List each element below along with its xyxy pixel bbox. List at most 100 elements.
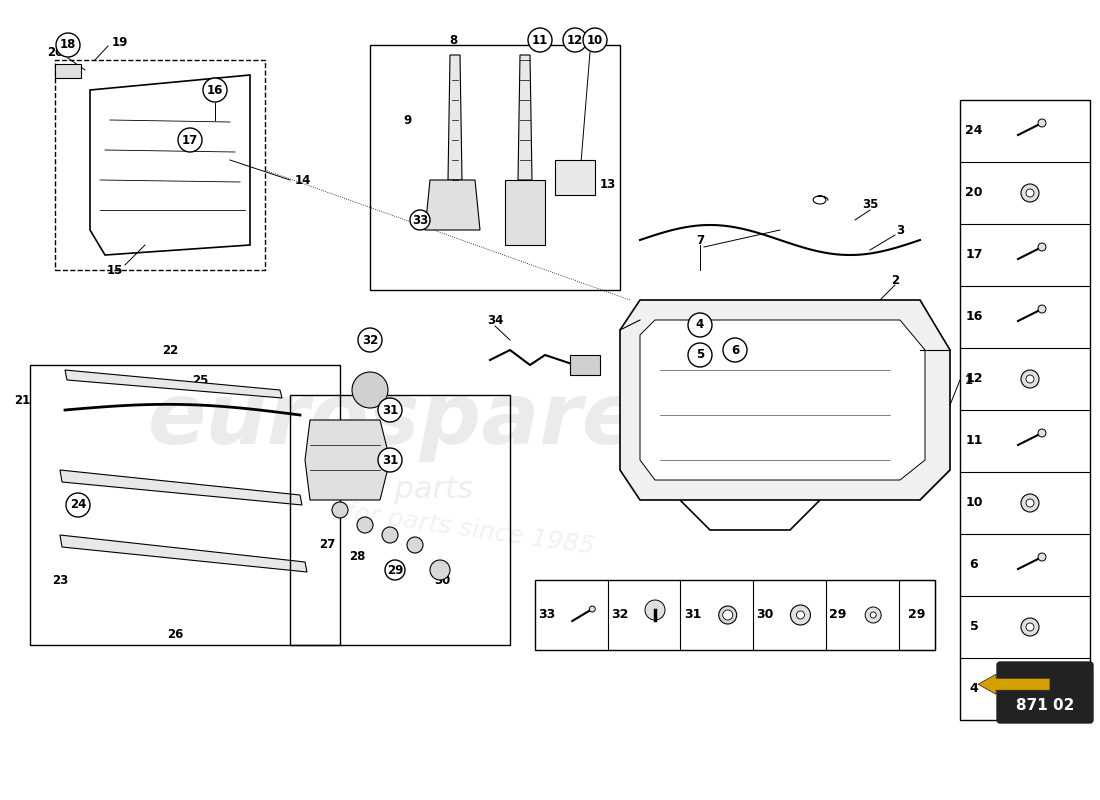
Circle shape	[1038, 429, 1046, 437]
Text: 11: 11	[966, 434, 982, 447]
Circle shape	[866, 607, 881, 623]
Text: 12: 12	[966, 373, 982, 386]
Text: 19: 19	[112, 35, 129, 49]
Text: 29: 29	[829, 609, 847, 622]
Circle shape	[382, 527, 398, 543]
Circle shape	[378, 448, 402, 472]
Text: 18: 18	[59, 38, 76, 51]
Circle shape	[66, 493, 90, 517]
Circle shape	[688, 343, 712, 367]
Text: 22: 22	[162, 343, 178, 357]
FancyArrow shape	[978, 674, 1050, 694]
Circle shape	[1021, 618, 1040, 636]
Text: 30: 30	[757, 609, 774, 622]
Bar	[30, 365, 340, 645]
Text: 9: 9	[404, 114, 412, 126]
Circle shape	[1026, 499, 1034, 507]
Text: 35: 35	[861, 198, 878, 211]
Text: 21: 21	[14, 394, 30, 406]
Text: 26: 26	[167, 629, 184, 642]
Circle shape	[385, 560, 405, 580]
Circle shape	[1038, 677, 1046, 685]
Circle shape	[590, 606, 595, 612]
Text: 24: 24	[966, 125, 982, 138]
Text: 20: 20	[966, 186, 982, 199]
Bar	[899, 580, 935, 650]
Text: 6: 6	[970, 558, 978, 571]
Circle shape	[723, 338, 747, 362]
Text: 10: 10	[587, 34, 603, 46]
Polygon shape	[65, 370, 282, 398]
Circle shape	[645, 600, 665, 620]
Circle shape	[1021, 494, 1040, 512]
Circle shape	[1026, 189, 1034, 197]
Circle shape	[178, 128, 202, 152]
Polygon shape	[305, 420, 390, 500]
Text: 17: 17	[182, 134, 198, 146]
Bar	[960, 100, 1090, 720]
Text: 29: 29	[387, 563, 404, 577]
Text: 33: 33	[538, 609, 556, 622]
Circle shape	[56, 33, 80, 57]
Polygon shape	[60, 535, 307, 572]
Polygon shape	[620, 300, 950, 500]
Text: 29: 29	[909, 609, 925, 622]
Text: 4: 4	[969, 682, 978, 695]
Circle shape	[1026, 375, 1034, 383]
Polygon shape	[448, 55, 462, 180]
Text: 3: 3	[895, 223, 904, 237]
Circle shape	[1038, 305, 1046, 313]
Text: 28: 28	[349, 550, 365, 563]
Bar	[570, 355, 600, 375]
Text: 34: 34	[487, 314, 503, 326]
Text: 7: 7	[696, 234, 704, 246]
Text: 1: 1	[965, 374, 974, 386]
Text: 871 02: 871 02	[1015, 698, 1075, 714]
Text: 8: 8	[449, 34, 458, 46]
Text: 20: 20	[47, 46, 63, 58]
Text: 31: 31	[684, 609, 701, 622]
Text: 5: 5	[696, 349, 704, 362]
Text: 32: 32	[610, 609, 628, 622]
Circle shape	[430, 560, 450, 580]
Polygon shape	[640, 320, 925, 480]
Circle shape	[791, 605, 811, 625]
Text: 16: 16	[207, 83, 223, 97]
Circle shape	[378, 398, 402, 422]
Bar	[370, 45, 620, 290]
Polygon shape	[60, 470, 302, 505]
Bar	[535, 580, 935, 650]
Text: 4: 4	[696, 318, 704, 331]
Bar	[55, 64, 81, 78]
Text: 10: 10	[966, 497, 982, 510]
Bar	[290, 395, 510, 645]
Text: 5: 5	[969, 621, 978, 634]
Text: 17: 17	[966, 249, 982, 262]
Circle shape	[1038, 553, 1046, 561]
Circle shape	[1021, 370, 1040, 388]
Text: 23: 23	[52, 574, 68, 586]
Polygon shape	[425, 180, 480, 230]
Text: 16: 16	[966, 310, 982, 323]
Circle shape	[332, 502, 348, 518]
Circle shape	[583, 28, 607, 52]
Circle shape	[352, 372, 388, 408]
Text: 32: 32	[362, 334, 378, 346]
Circle shape	[528, 28, 552, 52]
Text: 11: 11	[532, 34, 548, 46]
Text: 31: 31	[382, 403, 398, 417]
Circle shape	[688, 313, 712, 337]
Text: 30: 30	[433, 574, 450, 586]
Circle shape	[407, 537, 424, 553]
Text: eurospares: eurospares	[147, 378, 692, 462]
Circle shape	[1038, 119, 1046, 127]
Circle shape	[870, 612, 877, 618]
Text: 12: 12	[566, 34, 583, 46]
Text: 14: 14	[295, 174, 311, 186]
Text: 2: 2	[891, 274, 899, 286]
Circle shape	[563, 28, 587, 52]
Text: 33: 33	[411, 214, 428, 226]
Bar	[556, 160, 595, 195]
Circle shape	[796, 611, 804, 619]
Circle shape	[1026, 623, 1034, 631]
